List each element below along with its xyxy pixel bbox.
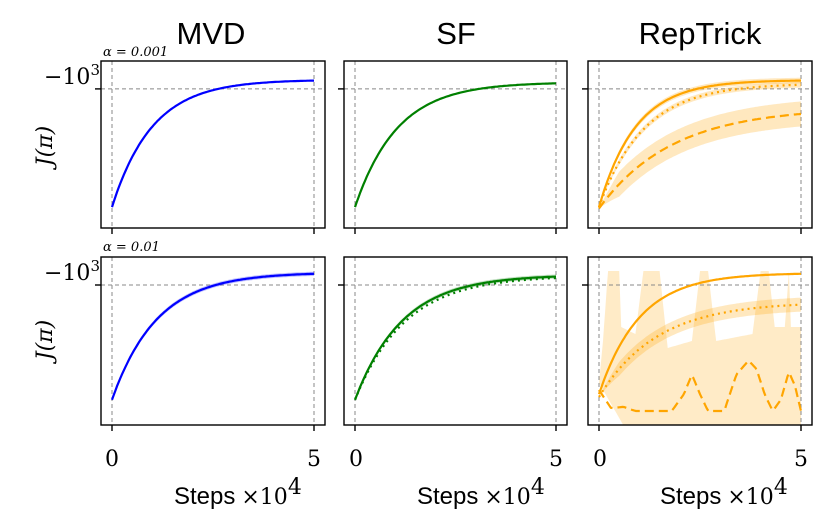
uncertainty-band-solid — [355, 274, 556, 400]
series-line-solid — [597, 79, 801, 208]
panels — [95, 60, 813, 431]
y-axis-label-row-2: J(π) — [33, 320, 58, 364]
series-line-dotted — [597, 83, 802, 208]
x-tick-label-sf-5: 5 — [549, 447, 563, 472]
x-axis-label-sf: Steps ×104 — [417, 475, 545, 510]
x-tick-label-reptrick-0: 0 — [593, 447, 607, 472]
svg-text:Steps×104: Steps ×104 — [660, 475, 788, 510]
svg-text:Steps×104: Steps ×104 — [417, 475, 545, 510]
panel-sf-row-2 — [338, 256, 568, 431]
column-title-mvd: MVD — [177, 16, 246, 51]
alpha-label-row-1: α = 0.001 — [103, 45, 168, 60]
panel-frame — [587, 256, 813, 426]
x-tick-label-sf-0: 0 — [349, 447, 363, 472]
series-line-solid — [110, 272, 315, 401]
series-line-dashed — [598, 359, 803, 413]
panel-sf-row-1 — [338, 60, 568, 234]
series-line-solid — [353, 82, 557, 208]
column-title-reptrick: RepTrick — [639, 16, 762, 51]
x-axis-label-reptrick: Steps ×104 — [660, 475, 788, 510]
alpha-label-row-2: α = 0.01 — [103, 240, 160, 255]
x-tick-label-mvd-0: 0 — [105, 447, 119, 472]
series-line-solid — [597, 272, 801, 395]
series-line-dotted — [598, 303, 802, 398]
panel-reptrick-row-1 — [582, 60, 813, 234]
panel-reptrick-row-2 — [582, 256, 813, 431]
x-axis-label-mvd: Steps ×104 — [174, 475, 302, 510]
column-title-sf: SF — [436, 16, 476, 51]
panel-frame — [343, 256, 568, 426]
svg-text:−103: −103 — [44, 61, 100, 90]
panel-mvd-row-2 — [95, 256, 326, 431]
svg-text:−103: −103 — [44, 257, 100, 286]
x-tick-label-reptrick-5: 5 — [794, 447, 808, 472]
uncertainty-band-dotted — [599, 297, 801, 397]
uncertainty-band-erratic — [599, 271, 801, 425]
uncertainty-band-dashed — [599, 101, 801, 209]
series-line-solid — [110, 79, 314, 208]
y-axis-label-row-1: J(π) — [33, 126, 58, 170]
x-tick-label-mvd-5: 5 — [307, 447, 321, 472]
panel-frame — [343, 60, 568, 229]
panel-frame — [100, 60, 326, 229]
uncertainty-band-solid — [599, 77, 801, 208]
panel-frame — [587, 60, 813, 229]
series-line-dashed — [598, 112, 802, 210]
panel-frame — [100, 256, 326, 426]
series-line-solid — [353, 275, 557, 401]
svg-text:Steps×104: Steps ×104 — [174, 475, 302, 510]
y-tick-label-row-1: −103 — [44, 61, 100, 90]
y-tick-label-row-2: −103 — [44, 257, 100, 286]
panel-mvd-row-1 — [95, 60, 326, 234]
